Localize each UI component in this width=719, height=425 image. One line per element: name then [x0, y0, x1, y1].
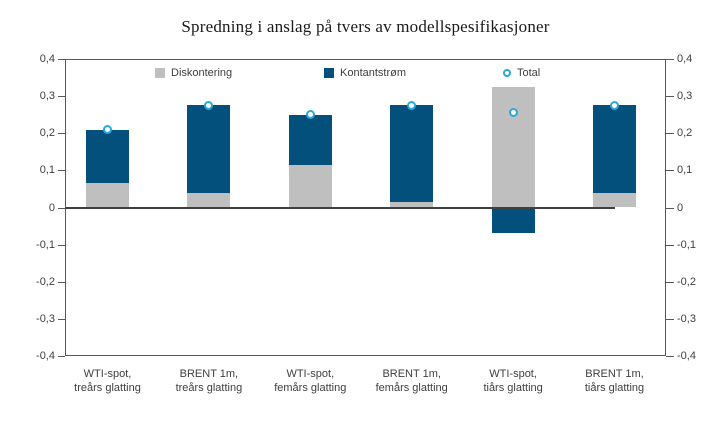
bar-segment-kontantstrom: [187, 105, 231, 193]
x-axis-category-label: WTI-spot, treårs glatting: [74, 368, 141, 394]
y-tick-label-left: 0: [48, 202, 55, 214]
legend-item-kontantstrom: Kontantstrøm: [324, 67, 406, 79]
bar-segment-diskontering: [593, 192, 636, 208]
y-axis-tick: [666, 208, 674, 209]
y-tick-label-right: 0,4: [677, 53, 693, 65]
legend-label-kontantstrom: Kontantstrøm: [340, 67, 407, 79]
y-tick-label-left: 0,4: [39, 53, 55, 65]
y-axis-tick: [666, 319, 674, 320]
y-axis-tick: [58, 208, 65, 209]
bar-segment-kontantstrom: [593, 105, 636, 193]
y-axis-tick: [666, 96, 674, 97]
kontantstrom-swatch-icon: [324, 68, 334, 78]
bar-segment-kontantstrom: [86, 129, 129, 184]
y-axis-tick: [58, 170, 65, 171]
y-tick-label-right: 0,3: [677, 90, 693, 102]
bar-segment-kontantstrom: [491, 207, 535, 234]
total-marker-icon: [503, 69, 511, 77]
bar-segment-kontantstrom: [288, 114, 332, 165]
x-axis-category-label: WTI-spot, tiårs glatting: [483, 368, 543, 394]
x-axis-category-label: BRENT 1m, treårs glatting: [175, 368, 243, 394]
y-tick-label-left: 0,3: [39, 90, 55, 102]
bar-segment-diskontering: [288, 164, 332, 208]
diskontering-swatch-icon: [155, 68, 165, 78]
chart-title: Spredning i anslag på tvers av modellspe…: [181, 17, 550, 36]
y-tick-label-left: 0,1: [39, 164, 55, 176]
y-axis-tick: [58, 133, 65, 134]
x-axis-category-label: BRENT 1m, femårs glatting: [375, 368, 448, 394]
y-tick-label-right: 0,2: [677, 127, 693, 139]
y-axis-tick: [666, 356, 674, 357]
y-axis-tick: [58, 96, 65, 97]
y-axis-tick: [666, 133, 674, 134]
y-axis-tick: [58, 356, 65, 357]
y-tick-label-right: -0,2: [677, 276, 696, 288]
legend-label-total: Total: [517, 67, 541, 79]
total-marker: [610, 100, 619, 110]
zero-line: [65, 207, 615, 209]
bar-segment-diskontering: [390, 201, 434, 208]
legend-item-total: Total: [503, 67, 540, 79]
y-axis-tick: [58, 245, 65, 246]
total-marker: [407, 100, 417, 110]
y-axis-tick: [58, 59, 65, 60]
x-axis-category-label: WTI-spot, femårs glatting: [274, 368, 347, 394]
y-tick-label-right: 0,1: [677, 164, 693, 176]
y-tick-label-left: -0,2: [36, 276, 55, 288]
total-marker: [204, 100, 214, 110]
bar-segment-diskontering: [491, 86, 535, 208]
total-marker: [103, 125, 112, 135]
y-axis-tick: [666, 59, 674, 60]
legend-label-diskontering: Diskontering: [171, 67, 233, 79]
total-marker: [305, 110, 315, 120]
y-axis-tick: [58, 319, 65, 320]
total-marker: [508, 108, 518, 118]
bar-segment-kontantstrom: [390, 105, 434, 202]
y-tick-label-right: -0,1: [677, 239, 696, 251]
y-tick-label-right: -0,3: [677, 313, 696, 325]
bar-segment-diskontering: [86, 183, 129, 208]
y-tick-label-right: -0,4: [677, 350, 696, 362]
y-axis-tick: [58, 282, 65, 283]
y-tick-label-right: 0: [677, 202, 684, 214]
y-tick-label-left: -0,1: [36, 239, 55, 251]
y-axis-tick: [666, 245, 674, 246]
y-tick-label-left: 0,2: [39, 127, 55, 139]
legend-item-diskontering: Diskontering: [155, 67, 232, 79]
y-axis-tick: [666, 282, 674, 283]
bar-segment-diskontering: [187, 192, 231, 208]
x-axis-category-label: BRENT 1m, tiårs glatting: [584, 368, 645, 394]
y-axis-tick: [666, 170, 674, 171]
y-tick-label-left: -0,4: [36, 350, 55, 362]
y-tick-label-left: -0,3: [36, 313, 55, 325]
